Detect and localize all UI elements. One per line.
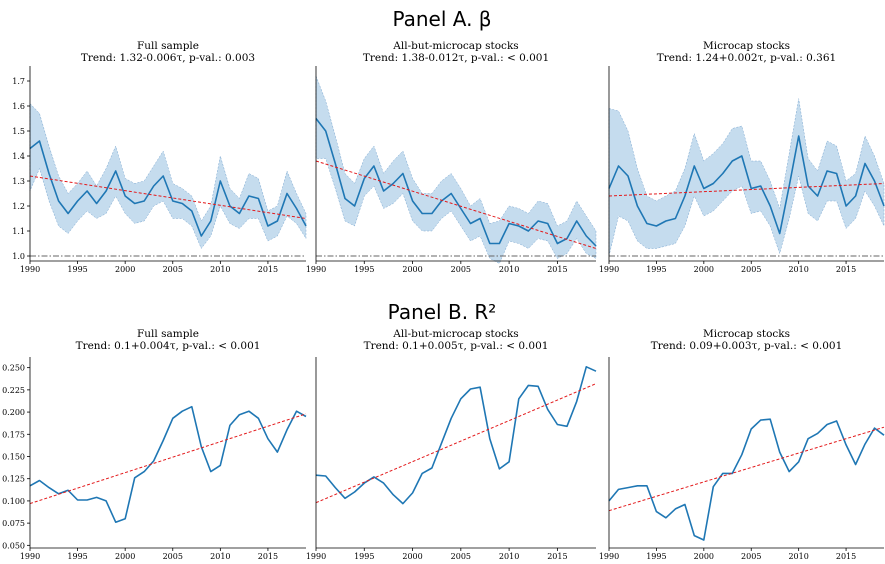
x-tick-label: 1990 bbox=[599, 265, 619, 274]
x-tick-label: 2010 bbox=[788, 552, 808, 561]
series-line bbox=[608, 418, 885, 541]
x-tick-label: 2015 bbox=[547, 552, 567, 561]
chart-title: Microcap stocks bbox=[703, 328, 790, 340]
trend-line bbox=[315, 160, 597, 249]
x-tick-label: 2000 bbox=[402, 552, 422, 561]
confidence-band bbox=[315, 75, 597, 264]
x-tick-label: 2005 bbox=[741, 552, 761, 561]
chart-title: Full sample bbox=[137, 40, 199, 52]
y-tick-label: 0.050 bbox=[2, 541, 25, 550]
chart-subtitle: Trend: 0.09+0.003τ, p-val.: < 0.001 bbox=[651, 340, 843, 352]
y-tick-label: 0.150 bbox=[2, 452, 25, 461]
series-line bbox=[315, 365, 597, 505]
chart-title: Microcap stocks bbox=[703, 40, 790, 52]
y-tick-label: 1.4 bbox=[12, 152, 25, 161]
y-tick-label: 0.175 bbox=[2, 430, 25, 439]
y-tick-label: 0.250 bbox=[2, 364, 25, 373]
x-tick-label: 2015 bbox=[258, 265, 278, 274]
series-line bbox=[29, 140, 307, 237]
x-tick-label: 2015 bbox=[836, 265, 856, 274]
x-tick-label: 2000 bbox=[115, 265, 135, 274]
y-tick-label: 1.7 bbox=[12, 77, 25, 86]
x-tick-label: 2005 bbox=[451, 552, 471, 561]
y-tick-label: 1.1 bbox=[12, 227, 25, 236]
chart-title: Full sample bbox=[137, 328, 199, 340]
chart-subtitle: Trend: 0.1+0.005τ, p-val.: < 0.001 bbox=[364, 340, 549, 352]
x-tick-label: 2010 bbox=[210, 265, 230, 274]
chart-subtitle: Trend: 0.1+0.004τ, p-val.: < 0.001 bbox=[76, 340, 261, 352]
x-tick-label: 1990 bbox=[20, 552, 40, 561]
x-tick-label: 1990 bbox=[599, 552, 619, 561]
x-tick-label: 1990 bbox=[306, 265, 326, 274]
chart-subtitle: Trend: 1.24+0.002τ, p-val.: 0.361 bbox=[657, 52, 836, 64]
x-tick-label: 2000 bbox=[402, 265, 422, 274]
y-tick-label: 0.225 bbox=[2, 386, 25, 395]
series-line bbox=[608, 135, 885, 235]
x-tick-label: 1990 bbox=[306, 552, 326, 561]
y-tick-label: 1.3 bbox=[12, 177, 25, 186]
x-tick-label: 2005 bbox=[451, 265, 471, 274]
y-tick-label: 0.075 bbox=[2, 519, 25, 528]
x-tick-label: 1995 bbox=[646, 552, 666, 561]
series-line bbox=[315, 118, 597, 247]
trend-line bbox=[608, 183, 885, 197]
x-tick-label: 2010 bbox=[210, 552, 230, 561]
y-tick-label: 0.100 bbox=[2, 497, 25, 506]
x-tick-label: 1990 bbox=[20, 265, 40, 274]
y-tick-label: 1.0 bbox=[12, 252, 25, 261]
chart-title: All-but-microcap stocks bbox=[392, 40, 518, 52]
x-tick-label: 2000 bbox=[694, 552, 714, 561]
chart-subtitle: Trend: 1.38-0.012τ, p-val.: < 0.001 bbox=[363, 52, 549, 64]
x-tick-label: 2005 bbox=[741, 265, 761, 274]
y-tick-label: 0.125 bbox=[2, 475, 25, 484]
panel-b-title: Panel B. R² bbox=[388, 300, 497, 324]
x-tick-label: 2005 bbox=[163, 552, 183, 561]
confidence-band bbox=[608, 98, 885, 257]
chart-subtitle: Trend: 1.32-0.006τ, p-val.: 0.003 bbox=[81, 52, 255, 64]
trend-line bbox=[29, 413, 307, 505]
x-tick-label: 2000 bbox=[115, 552, 135, 561]
trend-line bbox=[29, 175, 307, 219]
y-tick-label: 1.2 bbox=[12, 202, 25, 211]
x-tick-label: 1995 bbox=[646, 265, 666, 274]
confidence-band bbox=[29, 102, 307, 249]
x-tick-label: 2010 bbox=[788, 265, 808, 274]
x-tick-label: 1995 bbox=[67, 552, 87, 561]
y-tick-label: 0.200 bbox=[2, 408, 25, 417]
x-tick-label: 2005 bbox=[163, 265, 183, 274]
y-tick-label: 1.5 bbox=[12, 127, 25, 136]
x-tick-label: 1995 bbox=[67, 265, 87, 274]
trend-line bbox=[315, 383, 597, 504]
x-tick-label: 1995 bbox=[354, 265, 374, 274]
x-tick-label: 2015 bbox=[836, 552, 856, 561]
y-tick-label: 1.6 bbox=[12, 102, 25, 111]
x-tick-label: 2015 bbox=[258, 552, 278, 561]
series-line bbox=[29, 405, 307, 524]
chart-title: All-but-microcap stocks bbox=[392, 328, 518, 340]
x-tick-label: 2015 bbox=[547, 265, 567, 274]
x-tick-label: 2010 bbox=[499, 552, 519, 561]
trend-line bbox=[608, 426, 885, 512]
x-tick-label: 1995 bbox=[354, 552, 374, 561]
x-tick-label: 2000 bbox=[694, 265, 714, 274]
x-tick-label: 2010 bbox=[499, 265, 519, 274]
panel-a-title: Panel A. β bbox=[392, 7, 491, 31]
